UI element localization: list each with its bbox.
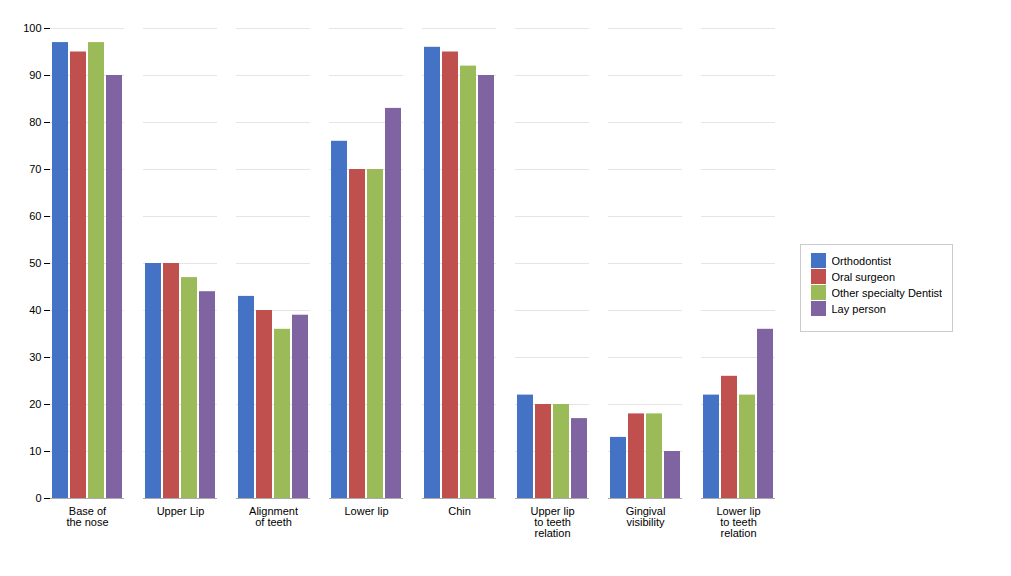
- svg-text:80: 80: [29, 116, 41, 128]
- svg-text:Base ofthe nose: Base ofthe nose: [66, 505, 108, 528]
- html-text:Other specialty Dentist: Other specialty Dentist: [831, 286, 943, 299]
- svg-text:10: 10: [29, 445, 41, 457]
- svg-text:70: 70: [29, 163, 41, 175]
- svg-text:Upper Lip: Upper Lip: [157, 505, 205, 517]
- svg-text:100: 100: [23, 22, 41, 34]
- svg-text:40: 40: [29, 304, 41, 316]
- svg-text:Chin: Chin: [448, 505, 471, 517]
- svg-text:Upper lipto teethrelation: Upper lipto teethrelation: [530, 505, 574, 539]
- svg-text:0: 0: [35, 492, 41, 504]
- svg-text:30: 30: [29, 351, 41, 363]
- html-text:Orthodontist: Orthodontist: [831, 254, 892, 267]
- svg-text:20: 20: [29, 398, 41, 410]
- svg-text:60: 60: [29, 210, 41, 222]
- html-text:Oral surgeon: Oral surgeon: [831, 270, 896, 283]
- svg-text:90: 90: [29, 69, 41, 81]
- svg-text:Alignmentof teeth: Alignmentof teeth: [249, 505, 298, 528]
- svg-text:Lower lip: Lower lip: [344, 505, 388, 517]
- html-text:Lay person: Lay person: [831, 302, 886, 315]
- svg-text:Lower lipto teethrelation: Lower lipto teethrelation: [716, 505, 760, 539]
- svg-text:Gingivalvisibility: Gingivalvisibility: [626, 505, 666, 528]
- svg-text:50: 50: [29, 257, 41, 269]
